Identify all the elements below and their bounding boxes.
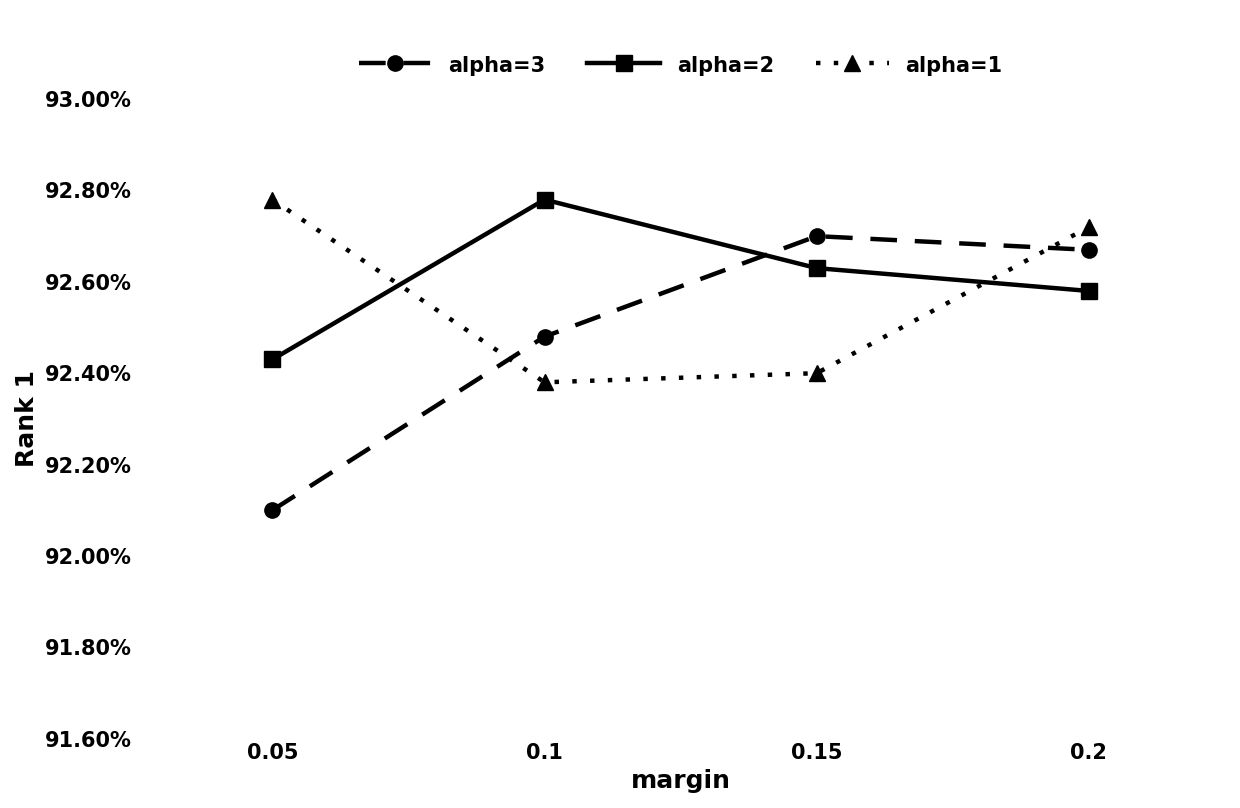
alpha=2	[810, 263, 825, 273]
alpha=2	[265, 355, 280, 364]
alpha=3	[537, 332, 552, 342]
alpha=1	[265, 195, 280, 204]
alpha=2	[537, 195, 552, 204]
Legend: alpha=3, alpha=2, alpha=1: alpha=3, alpha=2, alpha=1	[351, 45, 1011, 84]
Y-axis label: Rank 1: Rank 1	[15, 370, 38, 467]
Line: alpha=2: alpha=2	[265, 192, 1096, 367]
alpha=3	[1081, 245, 1096, 255]
Line: alpha=3: alpha=3	[265, 229, 1096, 518]
alpha=2	[1081, 286, 1096, 296]
alpha=1	[537, 377, 552, 387]
X-axis label: margin: margin	[631, 769, 730, 793]
alpha=3	[265, 505, 280, 515]
alpha=1	[810, 368, 825, 378]
Line: alpha=1: alpha=1	[265, 192, 1096, 390]
alpha=3	[810, 231, 825, 241]
alpha=1	[1081, 222, 1096, 232]
